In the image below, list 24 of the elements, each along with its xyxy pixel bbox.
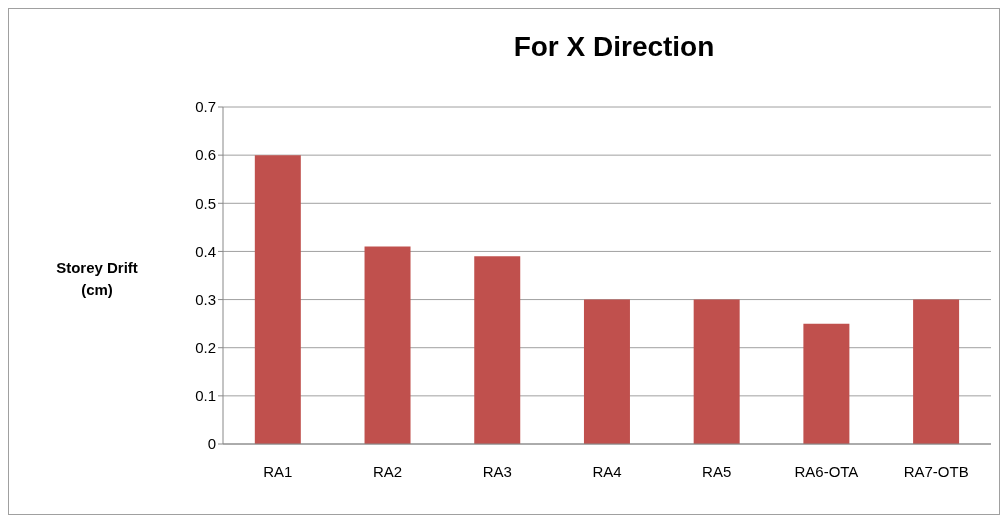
x-tick-label: RA4 [592,462,622,480]
chart-title: For X Direction [512,31,716,63]
bar [693,299,740,444]
bar [803,323,850,444]
x-tick-label: RA5 [702,462,732,480]
y-tick-label: 0.7 [195,98,216,116]
x-tick-label: RA7-OTB [903,462,969,480]
y-tick-label: 0 [207,435,216,453]
y-tick-label: 0.3 [195,290,216,308]
y-tick-label: 0.4 [195,242,216,260]
x-tick-label: RA2 [372,462,403,480]
y-tick-label: 0.5 [195,194,216,212]
y-tick-label: 0.6 [195,146,216,164]
bar [254,155,301,444]
x-tick-label: RA6-OTA [794,462,859,480]
bar [364,246,411,444]
y-axis-title: Storey Drift (cm) [55,258,139,300]
y-tick-label: 0.1 [195,387,216,405]
x-tick-label: RA3 [482,462,512,480]
x-tick-label: RA1 [263,462,293,480]
y-tick-label: 0.2 [195,339,216,357]
bar [583,299,630,444]
bar [474,256,521,444]
bar [913,299,960,444]
